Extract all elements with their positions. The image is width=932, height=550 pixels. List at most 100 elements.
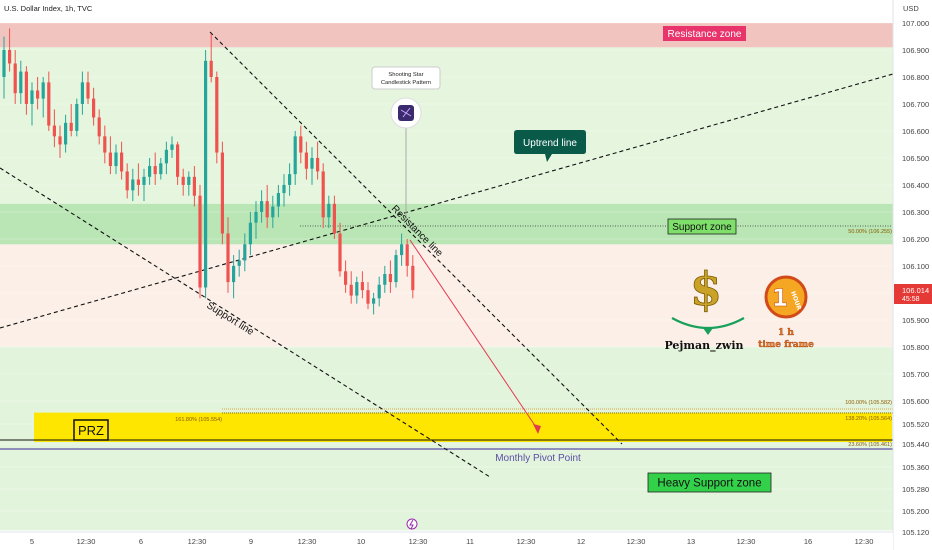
- pattern-title-line2: Candlestick Pattern: [381, 80, 431, 86]
- uptrend-line: [0, 71, 901, 329]
- time-tick-label: 12:30: [517, 537, 536, 546]
- price-tick-label: 105.600: [902, 397, 929, 406]
- candle-body: [394, 255, 398, 283]
- hour-badge-icon: [764, 275, 808, 319]
- prz-label-box: [73, 419, 109, 441]
- resistance-line: [209, 31, 623, 445]
- resistance-zone-label-box: [663, 26, 746, 41]
- price-axis-bg: [893, 0, 932, 550]
- current-price-tag: [894, 284, 932, 304]
- fib-1618-label: 161.80% (105.554): [175, 417, 222, 423]
- price-tick-label: 106.500: [902, 154, 929, 163]
- candle-body: [209, 60, 213, 77]
- price-tick-label: 107.000: [902, 19, 929, 28]
- candle-body: [125, 171, 129, 191]
- price-tick-label: 106.900: [902, 46, 929, 55]
- prz-label: PRZ: [78, 423, 104, 438]
- price-tick-label: 106.700: [902, 100, 929, 109]
- lightning-icon: [409, 519, 414, 530]
- candle-body: [254, 211, 258, 223]
- candle-body: [237, 260, 241, 266]
- price-tick-label: 105.700: [902, 370, 929, 379]
- zones: [0, 225, 893, 450]
- candle-body: [108, 152, 112, 167]
- candle-body: [338, 233, 342, 272]
- timeframe-text: time frame: [758, 340, 814, 350]
- resistance-zone-label: Resistance zone: [668, 29, 742, 40]
- price-tick-label: 106.200: [902, 235, 929, 244]
- candle-body: [181, 176, 185, 185]
- candle-body: [248, 222, 252, 245]
- candle-body: [187, 176, 191, 185]
- price-tick-label: 106.600: [902, 127, 929, 136]
- fib-100-label: 100.00% (105.582): [845, 400, 892, 406]
- price-tick-label: 105.440: [902, 440, 929, 449]
- support-zone-band: [0, 203, 893, 245]
- time-tick-label: 12:30: [737, 537, 756, 546]
- time-tick-label: 11: [466, 537, 474, 546]
- time-tick-label: 16: [804, 537, 812, 546]
- price-tick-label: 105.520: [902, 420, 929, 429]
- pattern-callout-box: [371, 66, 441, 90]
- candle-body: [332, 203, 336, 234]
- candle-body: [388, 273, 392, 283]
- time-tick-label: 12:30: [77, 537, 96, 546]
- time-tick-label: 12: [577, 537, 585, 546]
- candles: [2, 28, 415, 315]
- smile-icon: [671, 317, 745, 329]
- candle-body: [92, 98, 96, 118]
- time-tick-label: 12:30: [855, 537, 874, 546]
- candle-body: [24, 71, 28, 104]
- candle-body: [349, 284, 353, 296]
- event-icon: [406, 518, 418, 530]
- candle-body: [215, 76, 219, 153]
- currency-label: USD: [903, 4, 919, 13]
- candle-body: [36, 90, 40, 99]
- candle-body: [19, 71, 23, 94]
- fib-1382-label: 138.20% (105.564): [845, 416, 892, 422]
- candle-body: [282, 184, 286, 194]
- candle-body: [120, 152, 124, 172]
- candle-body: [411, 265, 415, 291]
- projection-arrowhead: [533, 424, 541, 434]
- candle-body: [321, 171, 325, 218]
- candle-body: [327, 203, 331, 218]
- candle-body: [204, 60, 208, 288]
- candle-body: [170, 144, 174, 150]
- smile-arrow-icon: [703, 328, 713, 335]
- candle-body: [142, 176, 146, 185]
- candle-body: [372, 298, 376, 304]
- candle-body: [260, 201, 264, 212]
- timeframe-number: 1 h: [778, 328, 794, 338]
- candle-body: [114, 152, 118, 167]
- candle-body: [52, 125, 56, 137]
- heavy-support-label: Heavy Support zone: [657, 478, 761, 490]
- price-tick-label: 106.800: [902, 73, 929, 82]
- time-axis-bg: [0, 532, 893, 550]
- price-tick-label: 105.360: [902, 463, 929, 472]
- candle-body: [304, 152, 308, 169]
- candle-body: [47, 82, 51, 126]
- star-icon-spark: [400, 107, 412, 118]
- candle-body: [360, 282, 364, 291]
- time-tick-label: 12:30: [298, 537, 317, 546]
- uptrend-callout-box: [514, 130, 586, 162]
- candle-body: [30, 90, 34, 104]
- candle-body: [220, 152, 224, 234]
- heavy-support-label-box: [647, 472, 772, 493]
- time-tick-label: 12:30: [188, 537, 207, 546]
- candle-body: [131, 179, 135, 191]
- price-tick-label: 106.300: [902, 208, 929, 217]
- candle-body: [97, 117, 101, 137]
- hour-badge-number: 1: [772, 284, 789, 312]
- candle-body: [316, 157, 320, 172]
- candle-body: [64, 122, 68, 145]
- pattern-title-line1: Shooting Star: [388, 72, 423, 78]
- time-tick-label: 10: [357, 537, 365, 546]
- monthly-pivot-label: Monthly Pivot Point: [495, 453, 581, 464]
- time-tick-label: 12:30: [409, 537, 428, 546]
- support-line: [0, 167, 491, 478]
- fib-50-label: 50.00% (106.255): [848, 229, 892, 235]
